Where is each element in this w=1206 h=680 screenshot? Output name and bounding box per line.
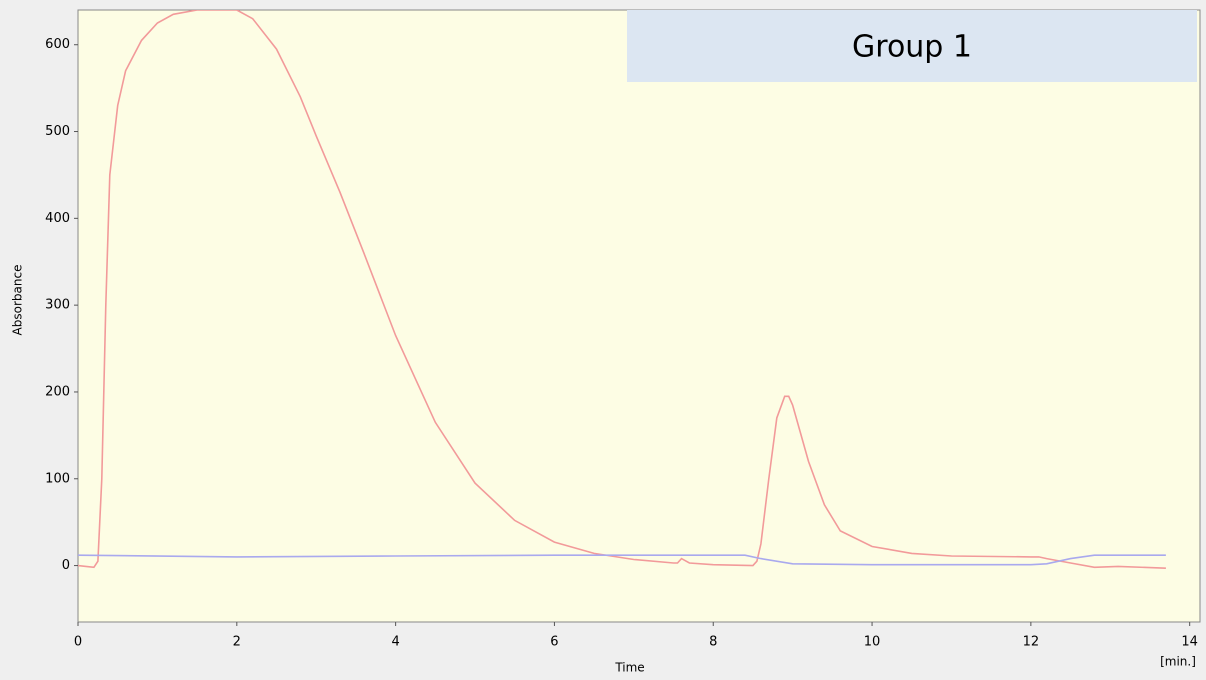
x-tick-label: 2	[233, 635, 241, 650]
x-tick-label: 12	[1023, 635, 1040, 650]
annotation: Group 1	[852, 30, 972, 65]
annotation-box	[627, 10, 1197, 82]
x-tick-label: 4	[391, 635, 399, 650]
x-tick-label: 14	[1181, 635, 1198, 650]
y-tick-label: 100	[45, 471, 70, 486]
x-tick-label: 0	[74, 635, 82, 650]
x-axis-label: Time	[614, 661, 644, 675]
lines	[78, 10, 1166, 569]
y-axis-label: Absorbance	[11, 265, 25, 336]
series-line	[78, 10, 1166, 569]
y-tick-label: 300	[45, 298, 70, 313]
y-tick-label: 400	[45, 211, 70, 226]
y-tick-label: 0	[62, 558, 70, 573]
x-tick-label: 10	[864, 635, 881, 650]
x-tick-label: 8	[709, 635, 717, 650]
x-tick-label: 6	[550, 635, 558, 650]
plot-area	[77, 9, 1201, 623]
y-tick-label: 500	[45, 124, 70, 139]
series-line	[78, 554, 1166, 566]
x-axis-unit: [min.]	[1160, 655, 1196, 669]
y-tick-label: 600	[45, 37, 70, 52]
y-tick-label: 200	[45, 384, 70, 399]
